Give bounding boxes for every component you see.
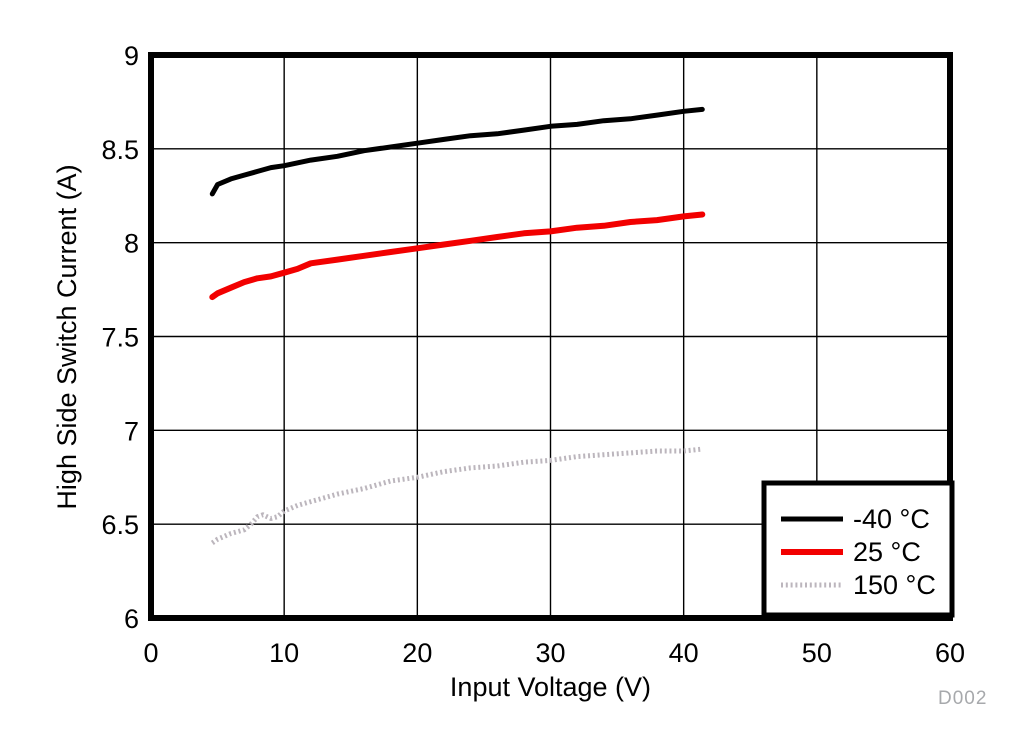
x-tick-label: 60 [935,638,965,668]
legend-label: 150 °C [853,570,936,600]
figure-id-label: D002 [938,688,988,709]
plot-border [148,52,953,621]
legend-label: 25 °C [853,537,921,567]
series-line [210,446,703,545]
legend-label: -40 °C [853,504,930,534]
x-axis-title: Input Voltage (V) [449,672,652,702]
x-tick-label: 30 [535,638,565,668]
y-tick-label: 7.5 [101,323,139,353]
x-tick-label: 50 [802,638,832,668]
y-tick-label: 6.5 [101,510,139,540]
x-tick-label: 10 [269,638,299,668]
x-tick-label: 40 [669,638,699,668]
x-tick-label: 0 [143,638,158,668]
y-tick-label: 9 [124,41,139,71]
x-tick-label: 20 [402,638,432,668]
y-tick-label: 7 [124,416,139,446]
y-tick-label: 8 [124,229,139,259]
y-tick-label: 8.5 [101,135,139,165]
series-line [209,106,705,197]
series-line [209,211,706,301]
y-axis-title: High Side Switch Current (A) [52,164,82,510]
y-tick-label: 6 [124,604,139,634]
